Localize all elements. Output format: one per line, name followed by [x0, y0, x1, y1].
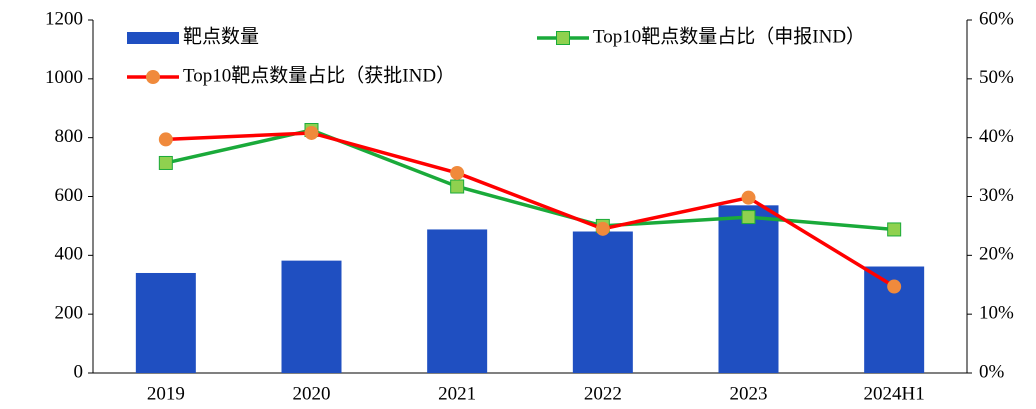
- marker: [450, 165, 465, 180]
- legend-label: 靶点数量: [183, 25, 259, 47]
- marker: [304, 125, 319, 140]
- marker: [741, 190, 756, 205]
- y2-tick-label: 30%: [979, 185, 1014, 206]
- y-tick-label: 1000: [45, 67, 83, 88]
- marker: [887, 222, 902, 237]
- legend-marker: [146, 70, 160, 84]
- y-tick-label: 800: [55, 126, 84, 147]
- line: [165, 131, 896, 289]
- y2-tick-label: 0%: [979, 361, 1005, 382]
- x-tick-label: 2021: [438, 383, 476, 404]
- bar: [135, 272, 196, 373]
- y-tick-label: 0: [74, 361, 84, 382]
- marker: [158, 132, 173, 147]
- x-tick-label: 2024H1: [864, 383, 925, 404]
- bar: [427, 229, 488, 373]
- y2-tick-label: 50%: [979, 67, 1014, 88]
- y-tick-label: 400: [55, 244, 84, 265]
- line: [165, 128, 895, 232]
- y-tick-label: 200: [55, 303, 84, 324]
- marker: [450, 179, 465, 194]
- x-tick-label: 2023: [730, 383, 768, 404]
- x-tick-label: 2020: [293, 383, 331, 404]
- marker: [595, 221, 610, 236]
- bar: [281, 260, 342, 373]
- legend-label: Top10靶点数量占比（申报IND）: [593, 25, 865, 47]
- marker: [741, 210, 756, 225]
- x-tick-label: 2019: [147, 383, 185, 404]
- legend-swatch: [127, 32, 179, 44]
- y2-tick-label: 40%: [979, 126, 1014, 147]
- y2-tick-label: 10%: [979, 303, 1014, 324]
- y2-tick-label: 60%: [979, 8, 1014, 29]
- y2-tick-label: 20%: [979, 244, 1014, 265]
- legend-marker: [556, 31, 570, 45]
- y-tick-label: 600: [55, 185, 84, 206]
- x-tick-label: 2022: [584, 383, 622, 404]
- bar: [718, 205, 779, 373]
- legend-label: Top10靶点数量占比（获批IND）: [183, 64, 455, 86]
- marker: [887, 279, 902, 294]
- marker: [158, 155, 173, 170]
- bar: [572, 231, 633, 373]
- y-tick-label: 1200: [45, 8, 83, 29]
